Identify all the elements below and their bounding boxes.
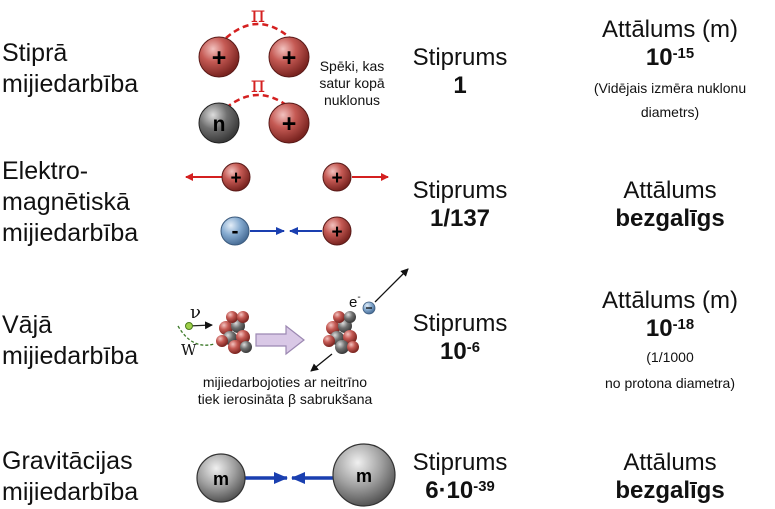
interaction-name-strong: Stiprā mijiedarbība <box>2 39 139 98</box>
svg-text:+: + <box>331 168 342 189</box>
svg-text:n: n <box>213 113 226 136</box>
strong-diagram-note: Spēki, kas satur kopā nuklonus <box>319 58 385 108</box>
proton-particle: + <box>268 102 310 144</box>
antineutrino-emission-arrow <box>310 353 333 372</box>
transformation-arrow <box>255 324 305 356</box>
svg-text:+: + <box>212 44 227 72</box>
distance-weak: Attālums (m) 10-18 (1/1000 no protona di… <box>601 287 738 391</box>
proton-particle: + <box>322 216 352 246</box>
svg-text:m: m <box>213 469 229 489</box>
strength-gravitational: Stiprums 6·10-39 <box>412 449 508 504</box>
pion-symbol-top: π <box>251 3 265 28</box>
svg-text:+: + <box>230 168 241 189</box>
svg-text:-: - <box>232 220 239 243</box>
mass-small: m <box>196 453 246 503</box>
electron-particle: - <box>220 216 250 246</box>
svg-text:+: + <box>282 110 297 138</box>
interaction-name-weak: Vājā mijiedarbība <box>2 311 139 370</box>
mass-large: m <box>332 443 396 507</box>
strength-weak: Stiprums 10-6 <box>412 310 508 365</box>
interaction-name-gravitational: Gravitācijas mijiedarbība <box>2 447 139 506</box>
weak-diagram-note: mijiedarbojoties ar neitrīno tiek ierosin… <box>197 374 373 407</box>
strength-strong: Stiprums 1 <box>412 44 508 99</box>
svg-text:m: m <box>356 466 372 486</box>
proton-particle: + <box>198 36 240 78</box>
electron-particle <box>362 301 376 315</box>
proton-particle: + <box>221 162 251 192</box>
electron-emission-arrow <box>374 268 409 303</box>
distance-electromagnetic: Attālums bezgalīgs <box>615 177 725 232</box>
w-boson-symbol: W <box>181 341 197 359</box>
neutron-particle: n <box>198 102 240 144</box>
pion-exchange-line-top <box>225 22 291 39</box>
neutrino-symbol: ν <box>190 302 201 323</box>
svg-text:+: + <box>331 222 342 243</box>
strength-electromagnetic: Stiprums 1/137 <box>412 177 508 232</box>
neutrino-icon <box>177 321 215 346</box>
interaction-name-electromagnetic: Elektro-magnētiskā mijiedarbība <box>2 157 139 247</box>
pion-symbol-bottom: π <box>251 73 265 98</box>
proton-particle: + <box>268 36 310 78</box>
distance-strong: Attālums (m) 10-15 (Vidējais izmēra nukl… <box>593 16 747 120</box>
svg-text:+: + <box>282 44 297 72</box>
electron-label: e- <box>349 292 361 311</box>
nucleus-cluster-after <box>323 311 359 354</box>
nucleus-cluster-before <box>216 311 252 354</box>
proton-particle: + <box>322 162 352 192</box>
distance-gravitational: Attālums bezgalīgs <box>615 449 725 504</box>
